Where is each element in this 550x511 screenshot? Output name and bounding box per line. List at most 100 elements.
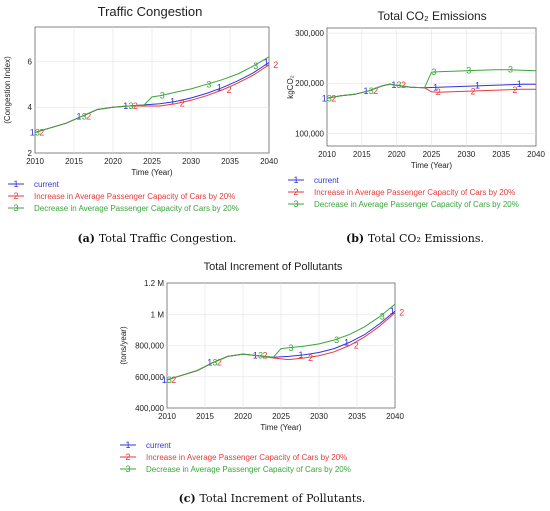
series-marker-1: 1 <box>517 79 522 89</box>
series-marker-2: 2 <box>226 85 231 95</box>
x-tick-label: 2040 <box>527 150 545 159</box>
series-marker-1: 1 <box>475 81 480 91</box>
series-marker-3: 3 <box>327 93 332 103</box>
y-tick-label: 800,000 <box>135 342 164 351</box>
y-tick-label: 2 <box>28 149 33 158</box>
series-marker-1: 1 <box>390 306 395 316</box>
legend-marker: 2 <box>13 191 18 201</box>
series-marker-1: 1 <box>217 83 222 93</box>
legend-marker: 1 <box>125 440 130 450</box>
series-marker-1: 1 <box>264 58 269 68</box>
y-axis-label-b: kgCO₂ <box>286 75 295 99</box>
series-marker-3: 3 <box>334 335 339 345</box>
x-tick-label: 2040 <box>386 412 404 421</box>
chart-title-b: Total CO₂ Emissions <box>377 9 486 23</box>
series-marker-3: 3 <box>288 343 293 353</box>
series-marker-1: 1 <box>76 111 81 121</box>
series-marker-2: 2 <box>512 85 517 95</box>
series-marker-2: 2 <box>133 101 138 111</box>
series-marker-1: 1 <box>298 350 303 360</box>
series-line-3 <box>34 56 270 133</box>
series-marker-3: 3 <box>466 66 471 76</box>
series-line-3 <box>166 303 396 381</box>
x-tick-label: 2015 <box>65 157 83 166</box>
series-marker-1: 1 <box>162 375 167 385</box>
chart-title-a: Traffic Congestion <box>98 4 203 19</box>
series-marker-2: 2 <box>308 353 313 363</box>
x-tick-label: 2030 <box>310 412 328 421</box>
series-line-3 <box>326 69 537 99</box>
x-axis-label-c: Time (Year) <box>260 423 302 432</box>
series-marker-3: 3 <box>82 111 87 121</box>
series-marker-3: 3 <box>167 375 172 385</box>
series-marker-1: 1 <box>322 93 327 103</box>
y-tick-label: 400,000 <box>135 404 164 413</box>
series-marker-1: 1 <box>30 127 35 137</box>
series-marker-3: 3 <box>253 61 258 71</box>
legend-marker: 1 <box>293 175 298 185</box>
x-tick-label: 2015 <box>353 150 371 159</box>
series-marker-2: 2 <box>273 60 278 70</box>
x-tick-label: 2020 <box>388 150 406 159</box>
legend-label: Decrease in Average Passenger Capacity o… <box>34 204 239 213</box>
legend-label: current <box>34 180 60 189</box>
series-marker-3: 3 <box>206 79 211 89</box>
series-marker-3: 3 <box>397 80 402 90</box>
y-tick-label: 600,000 <box>135 373 164 382</box>
series-marker-2: 2 <box>354 341 359 351</box>
x-tick-label: 2025 <box>272 412 290 421</box>
series-marker-3: 3 <box>508 65 513 75</box>
series-marker-2: 2 <box>436 87 441 97</box>
x-tick-label: 2010 <box>318 150 336 159</box>
x-tick-label: 2030 <box>457 150 475 159</box>
y-tick-label: 1.2 M <box>144 279 164 288</box>
series-marker-3: 3 <box>431 67 436 77</box>
series-marker-2: 2 <box>331 93 336 103</box>
x-tick-label: 2025 <box>143 157 161 166</box>
caption-a: (a) Total Traffic Congestion. <box>77 232 236 245</box>
legend-marker: 2 <box>293 187 298 197</box>
legend-marker: 3 <box>293 199 298 209</box>
series-marker-2: 2 <box>39 127 44 137</box>
y-tick-label: 1 M <box>151 310 165 319</box>
x-tick-label: 2030 <box>182 157 200 166</box>
legend-label: Increase in Average Passenger Capacity o… <box>314 188 515 197</box>
series-marker-3: 3 <box>369 86 374 96</box>
series-marker-1: 1 <box>170 96 175 106</box>
legend-marker: 3 <box>13 203 18 213</box>
y-axis-label-a: (Congestion Index) <box>3 56 12 124</box>
y-tick-label: 4 <box>28 103 33 112</box>
series-marker-3: 3 <box>258 351 263 361</box>
series-marker-1: 1 <box>433 82 438 92</box>
series-marker-2: 2 <box>217 358 222 368</box>
series-marker-2: 2 <box>262 351 267 361</box>
caption-c: (c) Total Increment of Pollutants. <box>179 492 366 505</box>
x-tick-label: 2010 <box>26 157 44 166</box>
x-tick-label: 2015 <box>196 412 214 421</box>
x-tick-label: 2035 <box>348 412 366 421</box>
series-marker-3: 3 <box>35 127 40 137</box>
series-marker-3: 3 <box>160 91 165 101</box>
x-axis-label-b: Time (Year) <box>411 161 453 170</box>
x-tick-label: 2020 <box>104 157 122 166</box>
series-marker-3: 3 <box>212 358 217 368</box>
x-tick-label: 2010 <box>158 412 176 421</box>
series-marker-2: 2 <box>86 111 91 121</box>
series-marker-3: 3 <box>128 101 133 111</box>
x-tick-label: 2035 <box>221 157 239 166</box>
legend-label: current <box>146 441 172 450</box>
y-tick-label: 6 <box>28 57 33 66</box>
legend-label: Decrease in Average Passenger Capacity o… <box>146 465 351 474</box>
series-marker-1: 1 <box>363 86 368 96</box>
y-axis-label-c: (tons/year) <box>119 326 128 365</box>
legend-label: Decrease in Average Passenger Capacity o… <box>314 200 519 209</box>
x-tick-label: 2040 <box>260 157 278 166</box>
y-tick-label: 200,000 <box>295 79 324 88</box>
series-marker-2: 2 <box>171 375 176 385</box>
legend-label: current <box>314 176 340 185</box>
x-tick-label: 2020 <box>234 412 252 421</box>
series-marker-1: 1 <box>207 358 212 368</box>
x-axis-label-a: Time (Year) <box>131 168 173 177</box>
series-marker-3: 3 <box>380 312 385 322</box>
series-marker-2: 2 <box>373 86 378 96</box>
